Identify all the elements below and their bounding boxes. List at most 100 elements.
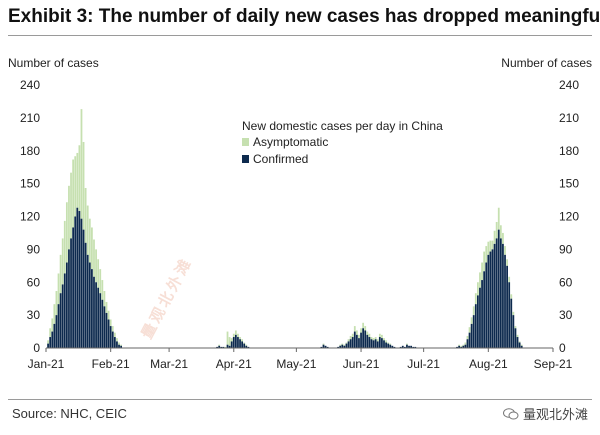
bar-confirmed xyxy=(59,293,62,348)
bar-asymptomatic xyxy=(353,326,356,332)
bar-confirmed xyxy=(378,337,381,348)
bar-confirmed xyxy=(341,344,344,348)
bar-asymptomatic xyxy=(508,276,511,283)
bar-asymptomatic xyxy=(80,109,83,219)
y-tick-left: 240 xyxy=(20,78,40,92)
bar-confirmed xyxy=(97,287,100,348)
bar-asymptomatic xyxy=(349,335,352,340)
bar-confirmed xyxy=(245,345,248,348)
bar-asymptomatic xyxy=(343,344,346,346)
bar-asymptomatic xyxy=(103,291,106,307)
bar-confirmed xyxy=(389,344,392,348)
bar-asymptomatic xyxy=(385,340,387,343)
bar-asymptomatic xyxy=(57,273,60,305)
legend-swatch-asymptomatic xyxy=(242,138,249,146)
watermark-text: 量观北外滩 xyxy=(138,254,196,342)
bar-confirmed xyxy=(374,339,377,348)
bar-confirmed xyxy=(99,293,102,348)
bar-confirmed xyxy=(387,343,390,348)
bar-confirmed xyxy=(458,345,460,348)
bar-confirmed xyxy=(506,265,508,348)
bar-asymptomatic xyxy=(118,342,120,345)
bar-confirmed xyxy=(355,334,358,348)
y-tick-right: 180 xyxy=(559,144,579,158)
bar-asymptomatic xyxy=(495,221,498,239)
bar-confirmed xyxy=(456,346,458,348)
bar-asymptomatic xyxy=(483,251,486,272)
bar-confirmed xyxy=(61,284,64,348)
bar-confirmed xyxy=(520,345,523,348)
bar-asymptomatic xyxy=(477,282,479,296)
bar-confirmed xyxy=(107,319,110,348)
bar-confirmed xyxy=(464,344,467,348)
bar-asymptomatic xyxy=(109,319,112,327)
bar-confirmed xyxy=(514,328,517,348)
legend-label-asymptomatic: Asymptomatic xyxy=(253,135,328,149)
chart-title: Exhibit 3: The number of daily new cases… xyxy=(8,6,600,27)
bar-asymptomatic xyxy=(406,343,408,345)
bar-confirmed xyxy=(393,346,396,348)
bar-confirmed xyxy=(410,345,413,348)
bar-asymptomatic xyxy=(518,341,521,343)
bar-confirmed xyxy=(320,346,323,348)
bar-asymptomatic xyxy=(53,304,56,324)
bar-asymptomatic xyxy=(88,218,91,263)
bar-confirmed xyxy=(462,345,465,348)
bar-asymptomatic xyxy=(389,343,392,345)
bar-confirmed xyxy=(345,343,348,348)
bar-confirmed xyxy=(93,276,95,348)
bar-asymptomatic xyxy=(360,328,362,333)
bar-asymptomatic xyxy=(466,335,469,340)
bar-asymptomatic xyxy=(322,343,325,345)
bar-asymptomatic xyxy=(59,254,62,294)
watermark: 量观北外滩 xyxy=(138,254,196,342)
bar-confirmed xyxy=(370,339,373,348)
bar-confirmed xyxy=(216,346,218,348)
bar-asymptomatic xyxy=(116,338,118,342)
bar-asymptomatic xyxy=(364,326,367,331)
bar-asymptomatic xyxy=(105,301,108,313)
bar-asymptomatic xyxy=(65,202,68,263)
bar-asymptomatic xyxy=(460,345,463,347)
bar-asymptomatic xyxy=(516,334,519,338)
x-tick-label: Aug-21 xyxy=(469,357,508,371)
bar-asymptomatic xyxy=(512,311,515,316)
bar-asymptomatic xyxy=(462,344,465,346)
footer-divider xyxy=(8,399,592,400)
bar-asymptomatic xyxy=(506,259,508,266)
title-divider xyxy=(8,35,592,36)
bar-confirmed xyxy=(228,345,231,348)
bar-confirmed xyxy=(381,338,383,348)
y-tick-left: 180 xyxy=(20,144,40,158)
bar-confirmed xyxy=(237,337,239,348)
legend: New domestic cases per day in China Asym… xyxy=(242,119,443,166)
bar-confirmed xyxy=(74,216,77,348)
bar-asymptomatic xyxy=(76,152,79,208)
y-tick-left: 150 xyxy=(20,177,40,191)
bar-asymptomatic xyxy=(470,317,473,324)
bar-confirmed xyxy=(362,328,365,348)
bar-confirmed xyxy=(406,344,408,348)
x-tick-label: Jan-21 xyxy=(28,357,65,371)
bar-confirmed xyxy=(351,337,354,348)
bar-confirmed xyxy=(324,345,327,348)
bar-asymptomatic xyxy=(504,246,506,255)
y-tick-left: 210 xyxy=(20,111,40,125)
bar-confirmed xyxy=(70,238,72,348)
bar-confirmed xyxy=(113,337,116,348)
bar-confirmed xyxy=(477,295,479,348)
bar-confirmed xyxy=(479,287,481,348)
bar-asymptomatic xyxy=(95,249,97,283)
bar-confirmed xyxy=(360,332,362,348)
bar-confirmed xyxy=(347,341,350,348)
y-axis-title-left: Number of cases xyxy=(8,56,99,70)
bar-confirmed xyxy=(118,344,120,348)
bar-asymptomatic xyxy=(68,185,70,250)
bar-asymptomatic xyxy=(464,342,467,345)
bar-confirmed xyxy=(343,345,346,348)
bar-confirmed xyxy=(82,229,85,348)
bar-asymptomatic xyxy=(224,346,227,348)
y-tick-left: 120 xyxy=(20,210,40,224)
bar-confirmed xyxy=(78,211,81,348)
bar-confirmed xyxy=(470,323,473,348)
